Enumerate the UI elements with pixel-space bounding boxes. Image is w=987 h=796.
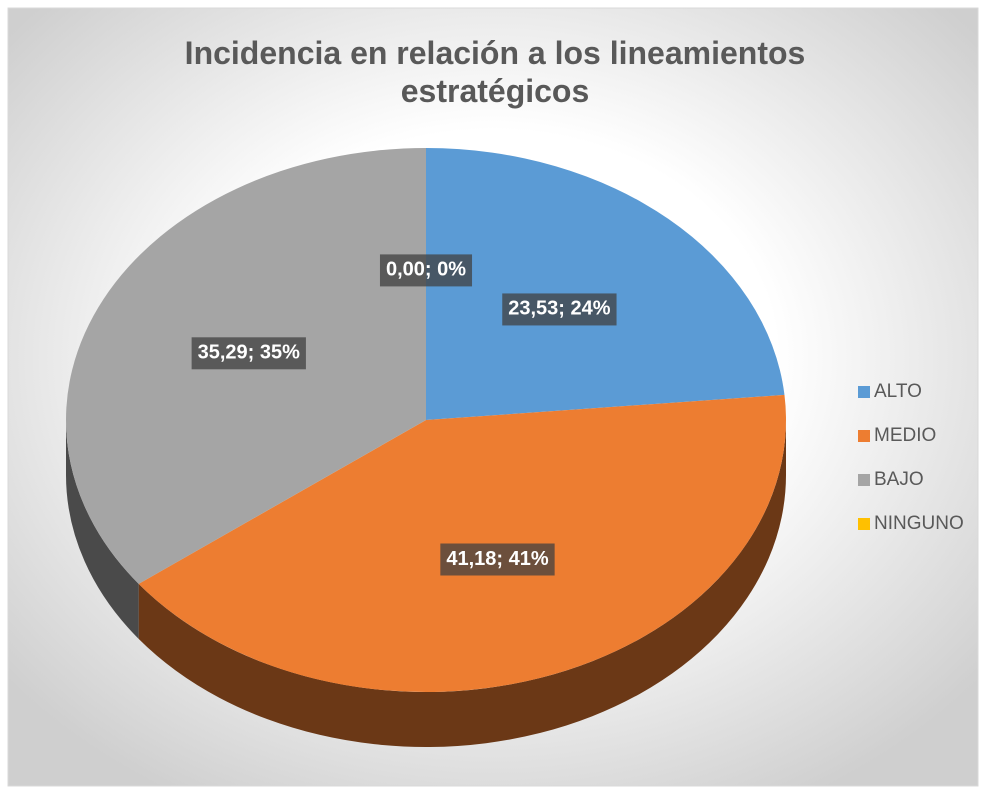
legend-label: MEDIO <box>874 425 936 446</box>
data-label-bg <box>502 293 617 326</box>
data-label-bg <box>440 543 555 576</box>
data-label-bg <box>379 254 473 287</box>
legend-label: NINGUNO <box>874 513 964 534</box>
legend-label: BAJO <box>874 469 924 490</box>
legend-swatch <box>858 386 870 398</box>
data-label: 41,18; 41% <box>446 548 549 570</box>
slice <box>138 394 786 693</box>
data-label-bg <box>191 337 306 370</box>
slice-side <box>138 420 786 748</box>
legend-swatch <box>858 518 870 530</box>
slice <box>426 148 785 420</box>
chart-title: Incidencia en relación a los lineamiento… <box>185 35 806 109</box>
data-label: 35,29; 35% <box>198 342 301 364</box>
data-label: 23,53; 24% <box>508 298 611 320</box>
data-label: 0,00; 0% <box>386 259 466 281</box>
legend-label: ALTO <box>874 381 922 402</box>
legend-swatch <box>858 430 870 442</box>
legend-swatch <box>858 474 870 486</box>
slice-side <box>66 420 139 639</box>
